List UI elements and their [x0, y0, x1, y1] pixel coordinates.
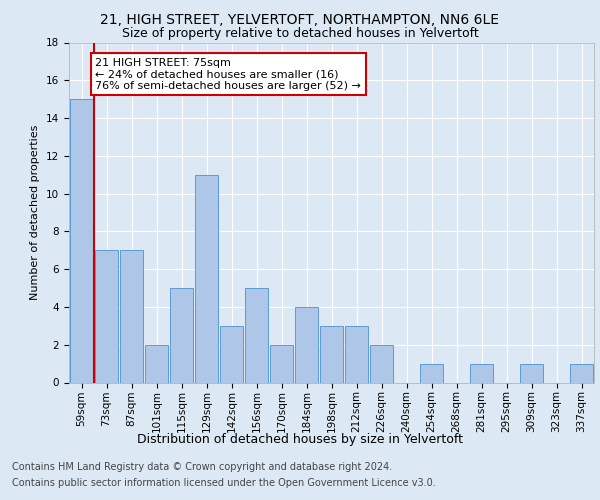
- Bar: [269, 344, 293, 383]
- Bar: [194, 174, 218, 382]
- Text: 21, HIGH STREET, YELVERTOFT, NORTHAMPTON, NN6 6LE: 21, HIGH STREET, YELVERTOFT, NORTHAMPTON…: [101, 12, 499, 26]
- Y-axis label: Number of detached properties: Number of detached properties: [31, 125, 40, 300]
- Bar: [70, 99, 94, 382]
- Text: Size of property relative to detached houses in Yelvertoft: Size of property relative to detached ho…: [122, 28, 478, 40]
- Bar: [370, 344, 394, 383]
- Bar: [344, 326, 368, 382]
- Bar: [520, 364, 544, 382]
- Bar: [145, 344, 169, 383]
- Bar: [119, 250, 143, 382]
- Text: 21 HIGH STREET: 75sqm
← 24% of detached houses are smaller (16)
76% of semi-deta: 21 HIGH STREET: 75sqm ← 24% of detached …: [95, 58, 361, 91]
- Bar: [320, 326, 343, 382]
- Bar: [470, 364, 493, 382]
- Text: Contains public sector information licensed under the Open Government Licence v3: Contains public sector information licen…: [12, 478, 436, 488]
- Bar: [95, 250, 118, 382]
- Bar: [245, 288, 268, 382]
- Bar: [419, 364, 443, 382]
- Text: Distribution of detached houses by size in Yelvertoft: Distribution of detached houses by size …: [137, 432, 463, 446]
- Bar: [170, 288, 193, 382]
- Bar: [295, 307, 319, 382]
- Bar: [220, 326, 244, 382]
- Text: Contains HM Land Registry data © Crown copyright and database right 2024.: Contains HM Land Registry data © Crown c…: [12, 462, 392, 472]
- Bar: [569, 364, 593, 382]
